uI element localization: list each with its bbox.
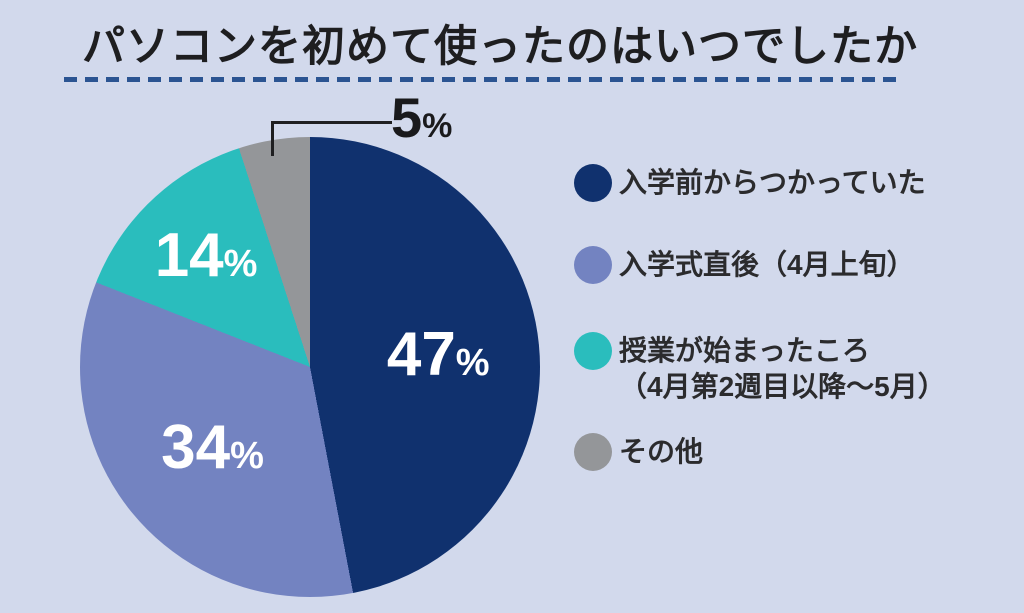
legend-item-1: 入学式直後（4月上旬）: [574, 246, 1004, 284]
pie-slice-label-2: 14%: [154, 221, 258, 291]
pie-slice-label-1: 34%: [161, 412, 264, 482]
legend-item-0: 入学前からつかっていた: [574, 164, 1004, 202]
pie-chart: [80, 137, 540, 597]
legend-label: 授業が始まったころ （4月第2週目以降～5月）: [619, 335, 946, 402]
pie-label-other: 5%: [391, 86, 453, 149]
legend-swatch-icon: [574, 164, 612, 202]
legend-label: 入学式直後（4月上旬）: [619, 249, 915, 280]
legend-item-3: その他: [574, 433, 1004, 471]
legend-item-2: 授業が始まったころ （4月第2週目以降～5月）: [574, 332, 1004, 405]
chart-title: パソコンを初めて使ったのはいつでしたか: [82, 23, 918, 71]
legend-label: 入学前からつかっていた: [619, 167, 926, 198]
legend-swatch-icon: [574, 246, 612, 284]
legend: 入学前からつかっていた 入学式直後（4月上旬） 授業が始まったころ （4月第2週目以降…: [574, 164, 1004, 471]
legend-label: その他: [619, 436, 704, 467]
pie-slice-label-0: 47%: [386, 319, 490, 389]
leader-line-other-slice: [271, 121, 392, 156]
title-underline: [64, 77, 904, 82]
legend-swatch-icon: [574, 433, 612, 471]
legend-swatch-icon: [574, 332, 612, 370]
